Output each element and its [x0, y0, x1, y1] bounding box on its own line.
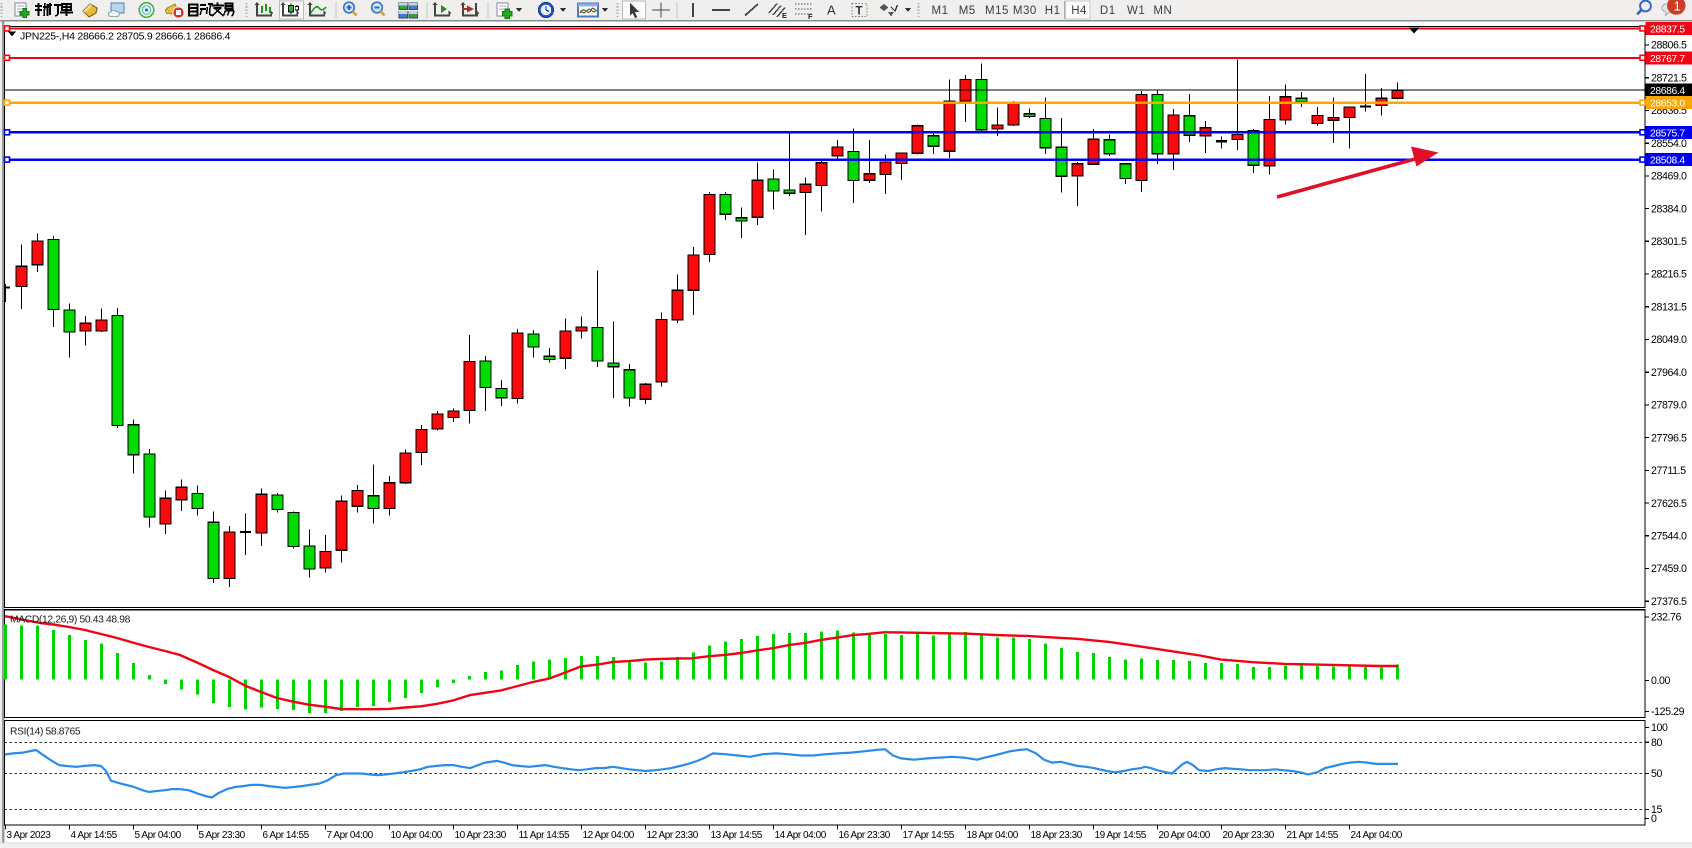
- svg-text:28653.0: 28653.0: [1650, 99, 1685, 110]
- svg-text:M1: M1: [932, 5, 949, 17]
- svg-text:H1: H1: [1045, 5, 1061, 17]
- svg-text:H4: H4: [1071, 5, 1087, 17]
- svg-text:5 Apr 23:30: 5 Apr 23:30: [199, 830, 246, 841]
- svg-text:28767.7: 28767.7: [1650, 54, 1685, 65]
- svg-text:M30: M30: [1013, 5, 1037, 17]
- svg-text:7 Apr 04:00: 7 Apr 04:00: [327, 830, 374, 841]
- svg-text:19 Apr 14:55: 19 Apr 14:55: [1095, 830, 1147, 841]
- svg-text:16 Apr 23:30: 16 Apr 23:30: [839, 830, 891, 841]
- svg-text:28384.0: 28384.0: [1651, 203, 1687, 215]
- svg-text:17 Apr 14:55: 17 Apr 14:55: [903, 830, 955, 841]
- svg-text:27376.5: 27376.5: [1651, 596, 1687, 608]
- svg-text:18 Apr 23:30: 18 Apr 23:30: [1031, 830, 1083, 841]
- svg-text:28837.5: 28837.5: [1650, 24, 1685, 35]
- svg-text:0.00: 0.00: [1651, 675, 1671, 687]
- svg-text:T: T: [856, 6, 863, 18]
- svg-text:1: 1: [1674, 0, 1681, 14]
- svg-text:JPN225-,H4 28666.2 28705.9 28: JPN225-,H4 28666.2 28705.9 28666.1 28686…: [20, 31, 231, 43]
- svg-text:E: E: [782, 11, 787, 20]
- svg-text:27879.0: 27879.0: [1651, 400, 1687, 412]
- svg-text:80: 80: [1651, 737, 1662, 749]
- svg-text:4 Apr 14:55: 4 Apr 14:55: [71, 830, 118, 841]
- svg-text:50: 50: [1651, 768, 1662, 780]
- svg-text:0: 0: [1651, 813, 1657, 825]
- svg-text:28554.0: 28554.0: [1651, 138, 1687, 150]
- svg-text:28806.5: 28806.5: [1651, 40, 1687, 52]
- svg-text:MACD(12,26,9) 50.43 48.98: MACD(12,26,9) 50.43 48.98: [10, 615, 131, 626]
- svg-text:D1: D1: [1100, 5, 1116, 17]
- svg-text:13 Apr 14:55: 13 Apr 14:55: [711, 830, 763, 841]
- svg-text:20 Apr 04:00: 20 Apr 04:00: [1159, 830, 1211, 841]
- svg-text:27964.0: 27964.0: [1651, 367, 1687, 379]
- svg-text:27796.5: 27796.5: [1651, 432, 1687, 444]
- svg-text:3 Apr 2023: 3 Apr 2023: [7, 830, 52, 841]
- svg-text:15: 15: [1651, 804, 1662, 816]
- svg-text:11 Apr 14:55: 11 Apr 14:55: [519, 830, 570, 841]
- svg-text:27544.0: 27544.0: [1651, 531, 1687, 543]
- svg-text:M15: M15: [985, 5, 1009, 17]
- svg-text:27459.0: 27459.0: [1651, 563, 1687, 575]
- svg-text:A: A: [827, 3, 836, 18]
- svg-text:28686.4: 28686.4: [1650, 86, 1685, 97]
- svg-text:100: 100: [1651, 722, 1668, 734]
- svg-text:28216.5: 28216.5: [1651, 269, 1687, 281]
- svg-text:18 Apr 04:00: 18 Apr 04:00: [967, 830, 1019, 841]
- svg-text:232.76: 232.76: [1651, 612, 1682, 624]
- svg-text:10 Apr 23:30: 10 Apr 23:30: [455, 830, 507, 841]
- svg-text:28301.5: 28301.5: [1651, 236, 1687, 248]
- svg-text:28575.7: 28575.7: [1650, 128, 1685, 139]
- svg-text:28508.4: 28508.4: [1650, 156, 1685, 167]
- svg-text:W1: W1: [1127, 5, 1145, 17]
- svg-text:5 Apr 04:00: 5 Apr 04:00: [135, 830, 182, 841]
- svg-text:F: F: [808, 12, 813, 21]
- svg-text:14 Apr 04:00: 14 Apr 04:00: [775, 830, 827, 841]
- svg-text:12 Apr 23:30: 12 Apr 23:30: [647, 830, 699, 841]
- svg-text:M5: M5: [959, 5, 976, 17]
- svg-text:27626.5: 27626.5: [1651, 498, 1687, 510]
- svg-text:-125.29: -125.29: [1651, 706, 1685, 718]
- svg-text:10 Apr 04:00: 10 Apr 04:00: [391, 830, 443, 841]
- svg-text:27711.5: 27711.5: [1651, 465, 1686, 477]
- svg-text:28469.0: 28469.0: [1651, 171, 1687, 183]
- svg-text:28721.5: 28721.5: [1651, 72, 1687, 84]
- svg-text:MN: MN: [1153, 5, 1172, 17]
- svg-text:28049.0: 28049.0: [1651, 334, 1687, 346]
- svg-text:28131.5: 28131.5: [1651, 301, 1687, 313]
- svg-text:24 Apr 04:00: 24 Apr 04:00: [1351, 830, 1403, 841]
- svg-text:21 Apr 14:55: 21 Apr 14:55: [1287, 830, 1339, 841]
- svg-text:12 Apr 04:00: 12 Apr 04:00: [583, 830, 635, 841]
- svg-text:20 Apr 23:30: 20 Apr 23:30: [1223, 830, 1275, 841]
- svg-text:6 Apr 14:55: 6 Apr 14:55: [263, 830, 310, 841]
- svg-text:RSI(14) 58.8765: RSI(14) 58.8765: [10, 727, 81, 738]
